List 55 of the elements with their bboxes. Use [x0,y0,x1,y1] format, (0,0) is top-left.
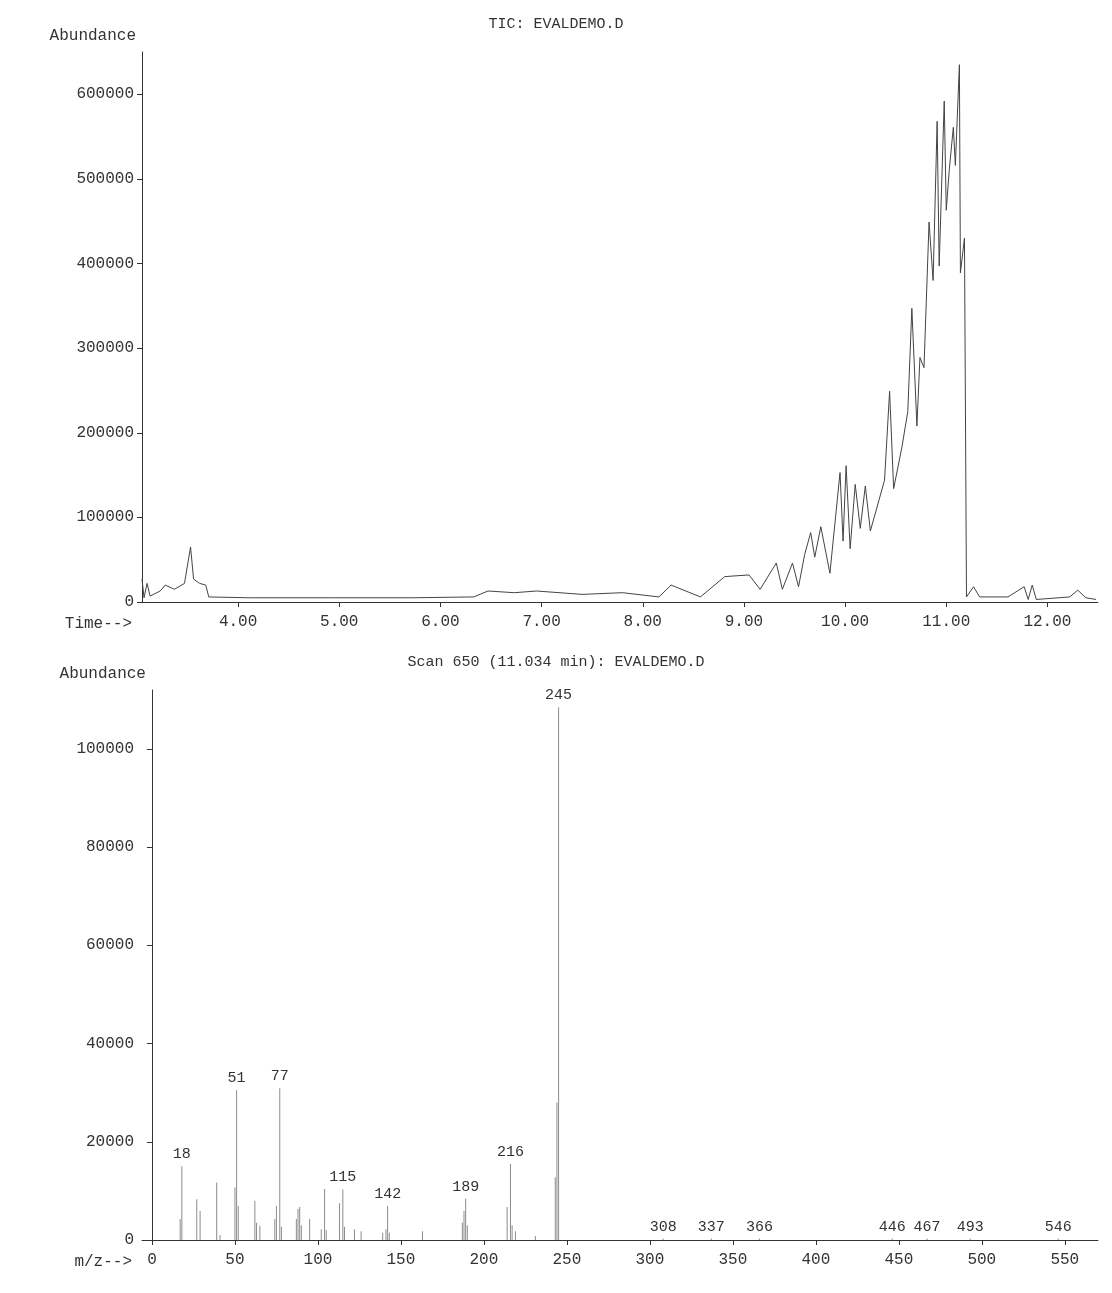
x-tick-label: 4.00 [218,613,258,631]
annotation: 467 [913,1218,941,1236]
annotation: 308 [649,1218,677,1236]
annotation: 189 [452,1178,480,1196]
x-tick-label: 0 [147,1251,157,1269]
x-tick-label: 100 [303,1251,333,1269]
y-tick-label: 600000 [76,85,134,104]
annotation: 142 [374,1185,402,1203]
y-tick-label: 300000 [76,339,134,358]
x-tick-label: 10.00 [821,613,870,631]
annotation: 51 [227,1070,246,1088]
x-tick-label: 50 [225,1251,245,1269]
x-tick-label: 6.00 [421,613,460,631]
x-tick-label: 5.00 [320,613,359,631]
y-tick-label: 100000 [76,739,134,758]
annotation: 115 [329,1169,357,1187]
x-axis-title: Time--> [64,615,132,633]
x-tick-label: 400 [801,1251,831,1269]
y-tick-label: 500000 [76,169,134,188]
annotation: 546 [1044,1218,1072,1236]
x-axis-title: m/z--> [74,1253,132,1271]
chart-title: TIC: EVALDEMO.D [488,16,624,33]
y-tick-label: 0 [124,1231,134,1249]
y-tick-label: 400000 [76,254,134,273]
annotation: 366 [745,1218,773,1236]
x-tick-label: 7.00 [522,613,561,631]
y-tick-label: 0 [124,593,134,611]
x-tick-label: 450 [884,1251,914,1269]
x-tick-label: 550 [1050,1251,1080,1269]
annotation: 493 [956,1218,984,1236]
y-tick-label: 20000 [85,1132,134,1151]
x-tick-label: 500 [967,1251,997,1269]
y-tick-label: 40000 [85,1034,134,1053]
x-tick-label: 11.00 [922,613,971,631]
x-tick-label: 250 [552,1251,582,1269]
x-tick-label: 9.00 [724,613,764,631]
annotation: 77 [270,1068,289,1086]
x-tick-label: 200 [469,1251,499,1269]
annotation: 245 [545,687,573,705]
annotation: 18 [172,1146,191,1164]
x-tick-label: 8.00 [623,613,662,631]
y-axis-title: Abundance [59,665,146,683]
x-tick-label: 350 [718,1251,748,1269]
y-tick-label: 80000 [85,838,134,857]
x-tick-label: 150 [386,1251,416,1269]
annotation: 216 [496,1143,524,1161]
annotation: 337 [697,1218,725,1236]
y-tick-label: 200000 [76,423,134,442]
annotation: 446 [878,1218,906,1236]
x-tick-label: 300 [635,1251,665,1269]
y-tick-label: 100000 [76,508,134,527]
y-tick-label: 60000 [85,936,134,955]
x-tick-label: 12.00 [1023,613,1072,631]
y-axis-title: Abundance [49,27,136,45]
chart-title: Scan 650 (11.034 min): EVALDEMO.D [407,654,705,671]
